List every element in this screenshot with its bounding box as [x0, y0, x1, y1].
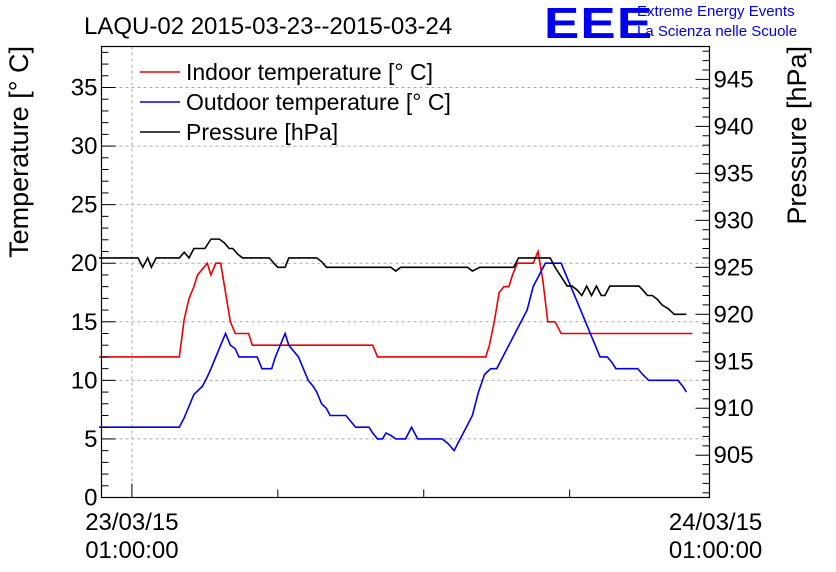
x-tick-label: 24/03/15: [669, 509, 762, 536]
y2-tick-label: 940: [714, 113, 754, 140]
y-tick-label: 35: [71, 75, 98, 102]
x-tick-label: 01:00:00: [669, 537, 762, 564]
chart-title: LAQU-02 2015-03-23--2015-03-24: [84, 13, 452, 40]
x-tick-label: 01:00:00: [85, 537, 178, 564]
y2-tick-label: 910: [714, 395, 754, 422]
legend: Indoor temperature [° C] Outdoor temperat…: [140, 59, 451, 145]
y2-tick-label: 925: [714, 254, 754, 281]
y2-tick-label: 905: [714, 442, 754, 469]
y-tick-label: 15: [71, 309, 98, 336]
legend-label-pressure: Pressure [hPa]: [186, 119, 338, 145]
y-tick-label: 0: [84, 485, 97, 512]
series-line-indoor: [99, 248, 693, 358]
y-tick-label: 25: [71, 192, 98, 219]
y-tick-label: 5: [84, 426, 97, 453]
y2-tick-label: 935: [714, 160, 754, 187]
logo-line-2: La Scienza nelle Scuole: [637, 23, 798, 40]
plot-frame: [100, 45, 711, 499]
series-line-outdoor: [99, 262, 688, 453]
x-tick-label: 23/03/15: [85, 509, 178, 536]
eee-logo: EEE: [544, 0, 654, 48]
series-layer: [99, 238, 693, 453]
y2-tick-label: 915: [714, 348, 754, 375]
legend-label-indoor: Indoor temperature [° C]: [186, 59, 433, 85]
grid: [101, 46, 710, 498]
logo-line-1: Extreme Energy Events: [637, 3, 795, 20]
y2-tick-label: 920: [714, 301, 754, 328]
series-line-pressure: [99, 238, 687, 316]
y-tick-label: 10: [71, 367, 98, 394]
legend-label-outdoor: Outdoor temperature [° C]: [186, 89, 451, 115]
y2-tick-label: 930: [714, 207, 754, 234]
y2-tick-label: 945: [714, 66, 754, 93]
y-axis-label: Temperature [° C]: [4, 46, 34, 258]
y-tick-label: 20: [71, 250, 98, 277]
y-tick-label: 30: [71, 133, 98, 160]
y2-axis-label: Pressure [hPa]: [782, 46, 812, 225]
axes: 23/03/1501:00:0024/03/1501:00:0025/03/15…: [71, 50, 762, 564]
